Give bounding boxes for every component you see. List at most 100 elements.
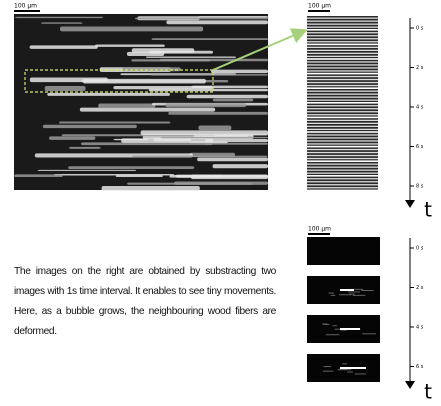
bubble-signal xyxy=(340,328,360,330)
fiber xyxy=(68,166,195,170)
fiber xyxy=(307,64,378,66)
fiber xyxy=(160,136,268,139)
fiber xyxy=(307,128,378,130)
time-label: 0 s xyxy=(416,246,424,252)
fiber xyxy=(307,17,378,19)
zoom-arrow xyxy=(212,28,308,71)
fiber xyxy=(307,67,378,69)
fiber xyxy=(205,142,268,145)
fiber xyxy=(193,135,248,138)
fiber xyxy=(49,136,96,140)
speck xyxy=(325,334,340,336)
scale-label: 100 µm xyxy=(308,3,331,10)
fiber xyxy=(41,22,83,24)
fiber xyxy=(186,94,268,99)
fiber xyxy=(205,138,268,143)
strip xyxy=(307,74,378,88)
fiber xyxy=(198,125,232,131)
fiber xyxy=(307,96,378,98)
speck xyxy=(347,371,353,373)
speck xyxy=(351,288,364,290)
fiber xyxy=(307,169,378,171)
fiber xyxy=(307,111,378,113)
speck xyxy=(349,293,355,295)
speck xyxy=(362,333,376,335)
fiber xyxy=(53,173,175,176)
speck xyxy=(323,366,332,368)
fiber xyxy=(307,143,378,145)
fiber xyxy=(307,20,378,22)
fiber xyxy=(212,98,254,102)
fiber xyxy=(115,175,163,178)
strip xyxy=(307,118,378,132)
fiber xyxy=(307,90,378,92)
fiber xyxy=(307,99,378,101)
fiber xyxy=(307,46,378,48)
strip xyxy=(307,89,378,102)
speck xyxy=(337,369,352,371)
fiber xyxy=(307,178,378,180)
bubble-signal xyxy=(340,289,354,291)
speck xyxy=(322,370,334,372)
fiber xyxy=(159,58,268,62)
fiber xyxy=(307,49,378,51)
fiber xyxy=(307,23,378,25)
fiber xyxy=(307,75,378,78)
fiber xyxy=(307,187,378,189)
fiber xyxy=(307,166,378,168)
fiber xyxy=(307,181,378,183)
fiber xyxy=(307,157,378,160)
strip xyxy=(307,176,378,190)
strip-stack xyxy=(307,16,378,190)
fiber xyxy=(82,78,206,84)
speck xyxy=(328,292,335,294)
fiber xyxy=(307,26,378,28)
speck xyxy=(361,290,374,291)
speck xyxy=(347,291,361,293)
time-label: 8 s xyxy=(416,184,424,190)
fiber xyxy=(307,122,378,124)
fiber xyxy=(47,92,170,96)
fiber xyxy=(307,140,378,142)
fiber xyxy=(29,45,98,49)
speck xyxy=(342,363,347,365)
fiber xyxy=(307,163,378,165)
strip xyxy=(307,16,378,29)
fiber xyxy=(307,55,378,57)
fiber xyxy=(148,88,268,92)
time-label: 4 s xyxy=(416,325,424,331)
time-label: 2 s xyxy=(416,65,424,71)
bubble-signal xyxy=(340,367,366,369)
fiber xyxy=(166,20,268,25)
speck xyxy=(352,294,366,296)
fiber xyxy=(101,185,200,191)
strip xyxy=(307,132,378,146)
fiber xyxy=(307,93,378,95)
fiber xyxy=(79,107,216,112)
diff-stack xyxy=(307,237,380,382)
fiber xyxy=(14,174,63,177)
fiber xyxy=(307,119,378,121)
fiber xyxy=(307,137,378,139)
fiber xyxy=(307,32,378,34)
speck xyxy=(334,328,341,330)
fiber xyxy=(150,74,268,76)
time-label: 4 s xyxy=(416,105,424,111)
fiber xyxy=(307,38,378,40)
strip xyxy=(307,59,378,73)
fiber xyxy=(307,114,378,116)
speck xyxy=(339,294,352,296)
fiber xyxy=(307,35,378,37)
strip xyxy=(307,147,378,161)
fiber xyxy=(58,121,171,124)
fiber xyxy=(307,148,378,151)
fiber xyxy=(145,56,236,58)
fiber xyxy=(15,16,104,19)
fiber xyxy=(307,108,378,110)
fiber xyxy=(60,26,204,32)
fiber xyxy=(140,130,268,135)
fiber xyxy=(168,111,268,115)
fiber xyxy=(307,70,378,72)
time-label: 2 s xyxy=(416,285,424,291)
time-label: 6 s xyxy=(416,364,424,370)
